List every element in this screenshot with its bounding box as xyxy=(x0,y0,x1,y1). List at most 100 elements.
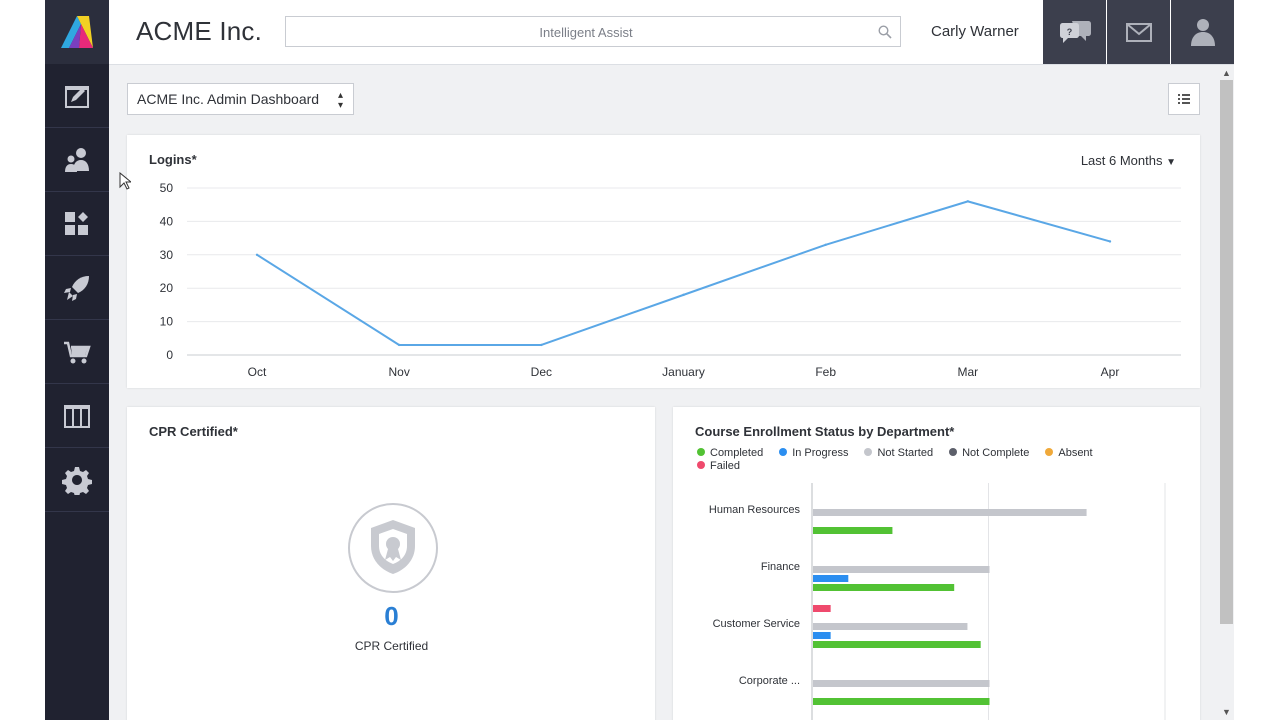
bar-not-started xyxy=(813,509,1087,516)
sidebar-item-launch[interactable] xyxy=(45,256,109,320)
bar-not-started xyxy=(813,566,990,573)
company-name: ACME Inc. xyxy=(136,16,263,46)
enrollment-legend: Completed In Progress Not Started Not Compl… xyxy=(697,447,1117,473)
enrollment-title: Course Enrollment Status by Department* xyxy=(695,424,955,439)
search-icon[interactable] xyxy=(878,25,892,39)
top-bar: ACME Inc. Intelligent Assist Carly Warne… xyxy=(109,0,1234,65)
sidebar-item-store[interactable] xyxy=(45,320,109,384)
category-label: Human Resources xyxy=(709,504,801,516)
x-tick-label: Feb xyxy=(815,365,836,379)
cpr-count-label: CPR Certified xyxy=(354,639,429,653)
x-tick-label: Dec xyxy=(531,365,552,379)
search-input[interactable]: Intelligent Assist xyxy=(285,16,901,47)
scroll-up-icon[interactable]: ▲ xyxy=(1222,68,1231,78)
cpr-title: CPR Certified* xyxy=(149,424,238,439)
layout-list-button[interactable] xyxy=(1168,83,1200,115)
legend-swatch xyxy=(697,461,705,469)
legend-swatch xyxy=(697,448,705,456)
dashboard-select-value: ACME Inc. Admin Dashboard xyxy=(137,91,320,107)
search-placeholder: Intelligent Assist xyxy=(539,25,633,40)
category-label: Finance xyxy=(761,561,800,573)
cpr-count: 0 xyxy=(384,601,399,631)
store-icon xyxy=(64,341,91,363)
y-tick-label: 50 xyxy=(160,181,174,195)
legend-swatch xyxy=(864,448,873,456)
bar-in-progress xyxy=(813,575,849,582)
users-icon xyxy=(65,147,89,172)
data-point xyxy=(255,253,259,256)
bar-not-started xyxy=(813,623,968,630)
legend-label: Not Started xyxy=(877,447,934,459)
range-dropdown[interactable]: Last 6 Months ▼ xyxy=(1081,153,1176,168)
profile-button[interactable] xyxy=(1171,0,1234,64)
mouse-cursor-icon xyxy=(119,172,131,190)
bar-not-started xyxy=(813,680,990,687)
bar-completed xyxy=(813,698,990,705)
chat-button[interactable]: ? xyxy=(1043,0,1106,64)
sidebar xyxy=(45,0,109,720)
mail-icon xyxy=(1125,23,1152,42)
legend-item[interactable]: Not Started xyxy=(864,447,933,459)
logins-card: Logins* Last 6 Months ▼ 0 10 20 30 40 50 Oct No… xyxy=(127,135,1200,388)
settings-icon xyxy=(62,466,92,495)
category-label: Corporate ... xyxy=(739,675,800,687)
sidebar-item-courses[interactable] xyxy=(45,64,109,128)
logo-icon xyxy=(61,16,93,48)
range-label: Last 6 Months xyxy=(1080,153,1163,168)
certificate-badge-icon xyxy=(348,503,438,593)
data-point xyxy=(824,243,827,246)
x-tick-label: January xyxy=(662,365,705,379)
legend-item[interactable]: In Progress xyxy=(779,447,848,459)
data-point xyxy=(397,343,401,347)
logins-series-line xyxy=(256,200,1111,346)
sidebar-item-users[interactable] xyxy=(45,128,109,192)
courses-icon xyxy=(65,85,89,108)
list-icon xyxy=(1178,94,1190,104)
legend-item[interactable]: Absent xyxy=(1045,447,1093,459)
user-name[interactable]: Carly Warner xyxy=(931,23,1019,40)
window-edge-left xyxy=(0,0,45,720)
logins-chart: 0 10 20 30 40 50 Oct Nov Dec January Feb Mar Apr xyxy=(160,181,1181,379)
legend-swatch xyxy=(779,448,788,456)
dashboard-select[interactable]: ACME Inc. Admin Dashboard ▴ ▾ xyxy=(127,83,354,115)
sidebar-item-catalog[interactable] xyxy=(45,384,109,448)
dashboard-main: ACME Inc. Admin Dashboard ▴ ▾ Logins* Las… xyxy=(109,65,1219,720)
widgets-icon xyxy=(65,211,88,235)
legend-item[interactable]: Failed xyxy=(697,460,740,472)
user-icon xyxy=(1190,19,1215,46)
enrollment-card: Course Enrollment Status by Department* … xyxy=(673,407,1200,720)
y-tick-label: 10 xyxy=(160,315,174,329)
bar-in-progress xyxy=(813,632,831,639)
bar-completed xyxy=(813,527,893,534)
legend-label: In Progress xyxy=(792,447,849,459)
y-tick-label: 0 xyxy=(166,348,173,362)
caret-down-icon: ▼ xyxy=(1166,157,1176,168)
x-tick-label: Nov xyxy=(388,365,409,379)
bar-completed xyxy=(813,641,981,648)
data-point xyxy=(1108,240,1112,243)
select-arrows-icon: ▴ ▾ xyxy=(337,90,343,111)
window-edge-right xyxy=(1234,0,1280,720)
legend-item[interactable]: Completed xyxy=(697,447,763,459)
category-label: Customer Service xyxy=(713,618,800,630)
app-logo[interactable] xyxy=(45,0,109,64)
x-tick-label: Apr xyxy=(1101,365,1120,379)
y-tick-label: 20 xyxy=(160,281,174,295)
scroll-down-icon[interactable]: ▼ xyxy=(1222,707,1231,717)
cpr-card: CPR Certified* 0 CPR Certified xyxy=(127,407,655,720)
data-point xyxy=(540,343,543,347)
catalog-icon xyxy=(64,404,90,428)
y-tick-label: 40 xyxy=(160,214,174,228)
data-point xyxy=(682,293,685,297)
data-point xyxy=(966,200,970,203)
legend-swatch xyxy=(949,448,958,456)
enrollment-chart: Human Resources Finance Customer Service Co… xyxy=(709,483,1166,720)
legend-item[interactable]: Not Complete xyxy=(949,447,1029,459)
sidebar-item-widgets[interactable] xyxy=(45,192,109,256)
sidebar-item-settings[interactable] xyxy=(45,448,109,512)
bar-completed xyxy=(813,584,955,591)
messages-button[interactable] xyxy=(1107,0,1170,64)
scrollbar-thumb[interactable] xyxy=(1220,80,1233,624)
bar-failed xyxy=(813,605,831,612)
legend-label: Absent xyxy=(1058,447,1093,459)
